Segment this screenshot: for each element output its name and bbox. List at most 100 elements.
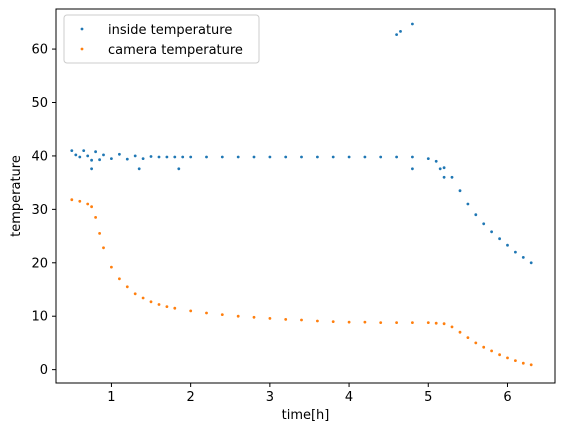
- data-point: [177, 167, 181, 171]
- data-point: [125, 285, 129, 289]
- data-point: [189, 309, 193, 313]
- legend-marker-camera-temperature: [80, 47, 84, 51]
- data-point: [165, 305, 169, 308]
- data-point: [434, 321, 438, 325]
- data-point: [379, 321, 383, 324]
- legend-box: [63, 14, 260, 64]
- data-point: [149, 155, 153, 158]
- data-point: [514, 359, 517, 362]
- data-point: [157, 303, 161, 306]
- data-point: [466, 336, 470, 339]
- data-point: [102, 153, 105, 157]
- data-point: [395, 155, 398, 159]
- data-point: [399, 30, 402, 33]
- data-point: [141, 157, 145, 161]
- data-point: [434, 159, 438, 163]
- data-point: [268, 155, 272, 159]
- data-point: [442, 166, 446, 170]
- data-point: [300, 318, 303, 322]
- x-tick-label: 4: [345, 390, 353, 405]
- data-point: [316, 319, 319, 323]
- legend-marker-inside-temperature: [80, 27, 84, 31]
- data-point: [236, 155, 240, 159]
- data-point: [363, 155, 367, 159]
- data-point: [529, 363, 533, 367]
- data-point: [521, 256, 525, 259]
- data-point: [426, 157, 430, 161]
- data-point: [395, 33, 398, 36]
- data-point: [220, 155, 224, 159]
- y-tick-label: 40: [31, 149, 48, 164]
- y-tick-label: 20: [31, 256, 48, 271]
- data-point: [94, 150, 97, 154]
- data-point: [331, 155, 335, 159]
- data-point: [347, 320, 351, 324]
- data-point: [411, 321, 414, 324]
- series-0: [70, 22, 533, 265]
- data-point: [474, 213, 478, 217]
- data-point: [474, 341, 478, 345]
- x-axis: 1 2 3 4 5 6: [107, 383, 512, 405]
- data-point: [514, 250, 517, 254]
- x-axis-title: time[h]: [282, 408, 330, 423]
- data-point: [220, 313, 224, 316]
- data-point: [141, 296, 145, 300]
- data-point: [438, 167, 442, 171]
- data-point: [173, 155, 177, 159]
- legend-label-camera-temperature: camera temperature: [108, 43, 243, 58]
- data-point: [363, 320, 367, 324]
- data-point: [458, 189, 462, 193]
- x-tick-label: 3: [266, 390, 274, 405]
- legend: inside temperature camera temperature: [63, 14, 260, 64]
- data-point: [450, 325, 454, 329]
- y-axis: 0 10 20 30 40 50 60: [31, 43, 56, 378]
- data-point: [284, 318, 288, 321]
- x-tick-label: 1: [107, 390, 115, 405]
- series-1: [70, 198, 533, 367]
- data-point: [205, 311, 208, 315]
- y-tick-label: 30: [31, 203, 48, 218]
- plot-frame: [55, 8, 556, 384]
- data-point: [490, 230, 493, 234]
- plot-area: [70, 22, 533, 367]
- data-point: [86, 154, 90, 158]
- y-axis-title: temperature: [9, 155, 24, 237]
- data-point: [498, 237, 501, 241]
- data-point: [82, 149, 86, 153]
- data-point: [149, 300, 153, 304]
- data-point: [482, 345, 486, 349]
- y-tick-label: 50: [31, 96, 48, 111]
- data-point: [133, 154, 137, 158]
- data-point: [98, 232, 101, 235]
- data-point: [300, 155, 303, 159]
- data-point: [78, 155, 82, 159]
- data-point: [98, 158, 101, 162]
- y-tick-label: 0: [40, 363, 48, 378]
- data-point: [411, 167, 414, 171]
- y-tick-label: 10: [31, 310, 48, 325]
- data-point: [411, 22, 414, 26]
- data-point: [90, 167, 93, 171]
- data-point: [90, 158, 93, 162]
- data-point: [70, 198, 74, 202]
- data-point: [379, 155, 383, 159]
- data-point: [426, 321, 430, 324]
- data-point: [347, 155, 351, 159]
- data-point: [137, 167, 141, 171]
- data-point: [78, 199, 82, 203]
- data-point: [498, 353, 501, 357]
- data-point: [94, 216, 97, 219]
- data-point: [411, 155, 414, 159]
- data-point: [70, 149, 74, 153]
- data-point: [118, 277, 121, 281]
- data-point: [102, 246, 105, 250]
- data-point: [442, 175, 446, 179]
- data-point: [110, 157, 113, 161]
- data-point: [110, 265, 113, 269]
- data-point: [86, 202, 90, 206]
- data-point: [316, 155, 319, 159]
- data-point: [157, 155, 161, 159]
- data-point: [506, 243, 509, 247]
